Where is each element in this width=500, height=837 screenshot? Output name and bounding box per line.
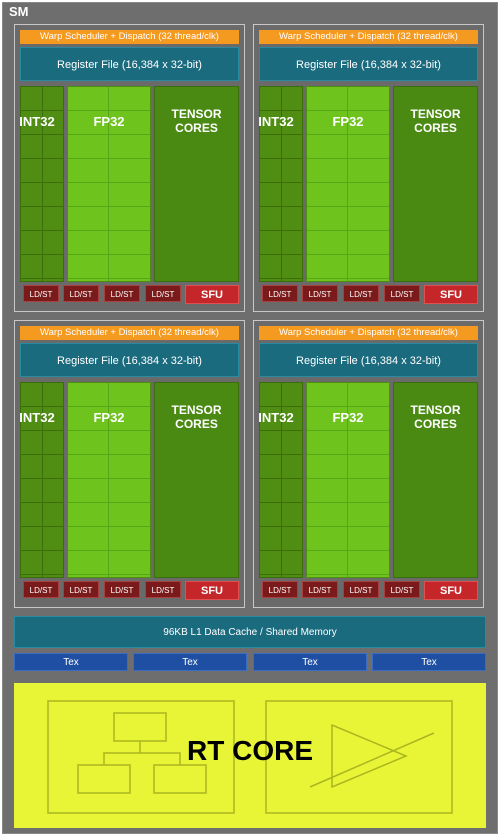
triangle-box xyxy=(265,700,453,814)
int32-label: INT32 xyxy=(258,114,294,129)
warp-scheduler: Warp Scheduler + Dispatch (32 thread/clk… xyxy=(20,30,239,44)
tex-unit: Tex xyxy=(372,653,486,671)
bvh-edge-left xyxy=(103,741,141,765)
int32-label: INT32 xyxy=(19,114,55,129)
processing-block-1: Warp Scheduler + Dispatch (32 thread/clk… xyxy=(14,24,245,312)
ldst-unit: LD/ST xyxy=(23,285,59,302)
ldst-unit: LD/ST xyxy=(63,581,99,598)
tensor-label: TENSOR CORES xyxy=(154,107,239,135)
tensor-label: TENSOR CORES xyxy=(154,403,239,431)
ldst-unit: LD/ST xyxy=(302,581,338,598)
ldst-unit: LD/ST xyxy=(23,581,59,598)
ldst-unit: LD/ST xyxy=(343,285,379,302)
register-file: Register File (16,384 x 32-bit) xyxy=(20,343,239,377)
rt-core-label: RT CORE xyxy=(187,735,313,766)
register-file: Register File (16,384 x 32-bit) xyxy=(259,47,478,81)
bvh-node-left xyxy=(77,764,131,794)
tensor-label-line1: TENSOR xyxy=(410,403,461,417)
tex-unit: Tex xyxy=(253,653,367,671)
tensor-label-line2: CORES xyxy=(175,417,218,431)
tex-unit: Tex xyxy=(133,653,247,671)
tensor-cores xyxy=(393,382,478,578)
l1-data-cache: 96KB L1 Data Cache / Shared Memory xyxy=(14,616,486,648)
ldst-unit: LD/ST xyxy=(262,581,298,598)
ldst-unit: LD/ST xyxy=(63,285,99,302)
bvh-box xyxy=(47,700,235,814)
processing-block-3: Warp Scheduler + Dispatch (32 thread/clk… xyxy=(14,320,245,608)
ldst-unit: LD/ST xyxy=(343,581,379,598)
bvh-edge-right xyxy=(140,752,181,765)
tex-unit: Tex xyxy=(14,653,128,671)
sfu-unit: SFU xyxy=(185,581,239,600)
processing-block-2: Warp Scheduler + Dispatch (32 thread/clk… xyxy=(253,24,484,312)
ldst-unit: LD/ST xyxy=(104,285,140,302)
ldst-unit: LD/ST xyxy=(384,285,420,302)
sfu-unit: SFU xyxy=(424,285,478,304)
register-file: Register File (16,384 x 32-bit) xyxy=(259,343,478,377)
sm-label: SM xyxy=(9,4,29,19)
ray-line xyxy=(309,732,435,788)
tensor-label-line2: CORES xyxy=(414,121,457,135)
fp32-label: FP32 xyxy=(93,114,125,129)
rt-core-diagram xyxy=(47,700,453,814)
tensor-label: TENSOR CORES xyxy=(393,403,478,431)
int32-units xyxy=(259,382,303,578)
tensor-label: TENSOR CORES xyxy=(393,107,478,135)
triangle-shape xyxy=(331,723,408,789)
tensor-label-line1: TENSOR xyxy=(171,107,222,121)
processing-block-4: Warp Scheduler + Dispatch (32 thread/clk… xyxy=(253,320,484,608)
warp-scheduler: Warp Scheduler + Dispatch (32 thread/clk… xyxy=(259,326,478,340)
tensor-cores xyxy=(154,86,239,282)
fp32-label: FP32 xyxy=(332,410,364,425)
tensor-label-line2: CORES xyxy=(175,121,218,135)
ldst-unit: LD/ST xyxy=(104,581,140,598)
int32-units xyxy=(259,86,303,282)
register-file: Register File (16,384 x 32-bit) xyxy=(20,47,239,81)
warp-scheduler: Warp Scheduler + Dispatch (32 thread/clk… xyxy=(20,326,239,340)
warp-scheduler: Warp Scheduler + Dispatch (32 thread/clk… xyxy=(259,30,478,44)
fp32-units xyxy=(67,382,151,578)
int32-units xyxy=(20,86,64,282)
fp32-units xyxy=(306,382,390,578)
tensor-label-line1: TENSOR xyxy=(410,107,461,121)
bvh-node-right xyxy=(153,764,207,794)
fp32-label: FP32 xyxy=(93,410,125,425)
sfu-unit: SFU xyxy=(185,285,239,304)
int32-units xyxy=(20,382,64,578)
ldst-unit: LD/ST xyxy=(262,285,298,302)
ldst-unit: LD/ST xyxy=(145,285,181,302)
fp32-label: FP32 xyxy=(332,114,364,129)
int32-label: INT32 xyxy=(258,410,294,425)
tensor-label-line1: TENSOR xyxy=(171,403,222,417)
int32-label: INT32 xyxy=(19,410,55,425)
tensor-cores xyxy=(154,382,239,578)
fp32-units xyxy=(306,86,390,282)
ldst-unit: LD/ST xyxy=(302,285,338,302)
tensor-label-line2: CORES xyxy=(414,417,457,431)
rt-core: RT CORE xyxy=(14,683,486,828)
fp32-units xyxy=(67,86,151,282)
ldst-unit: LD/ST xyxy=(145,581,181,598)
sfu-unit: SFU xyxy=(424,581,478,600)
ldst-unit: LD/ST xyxy=(384,581,420,598)
tensor-cores xyxy=(393,86,478,282)
